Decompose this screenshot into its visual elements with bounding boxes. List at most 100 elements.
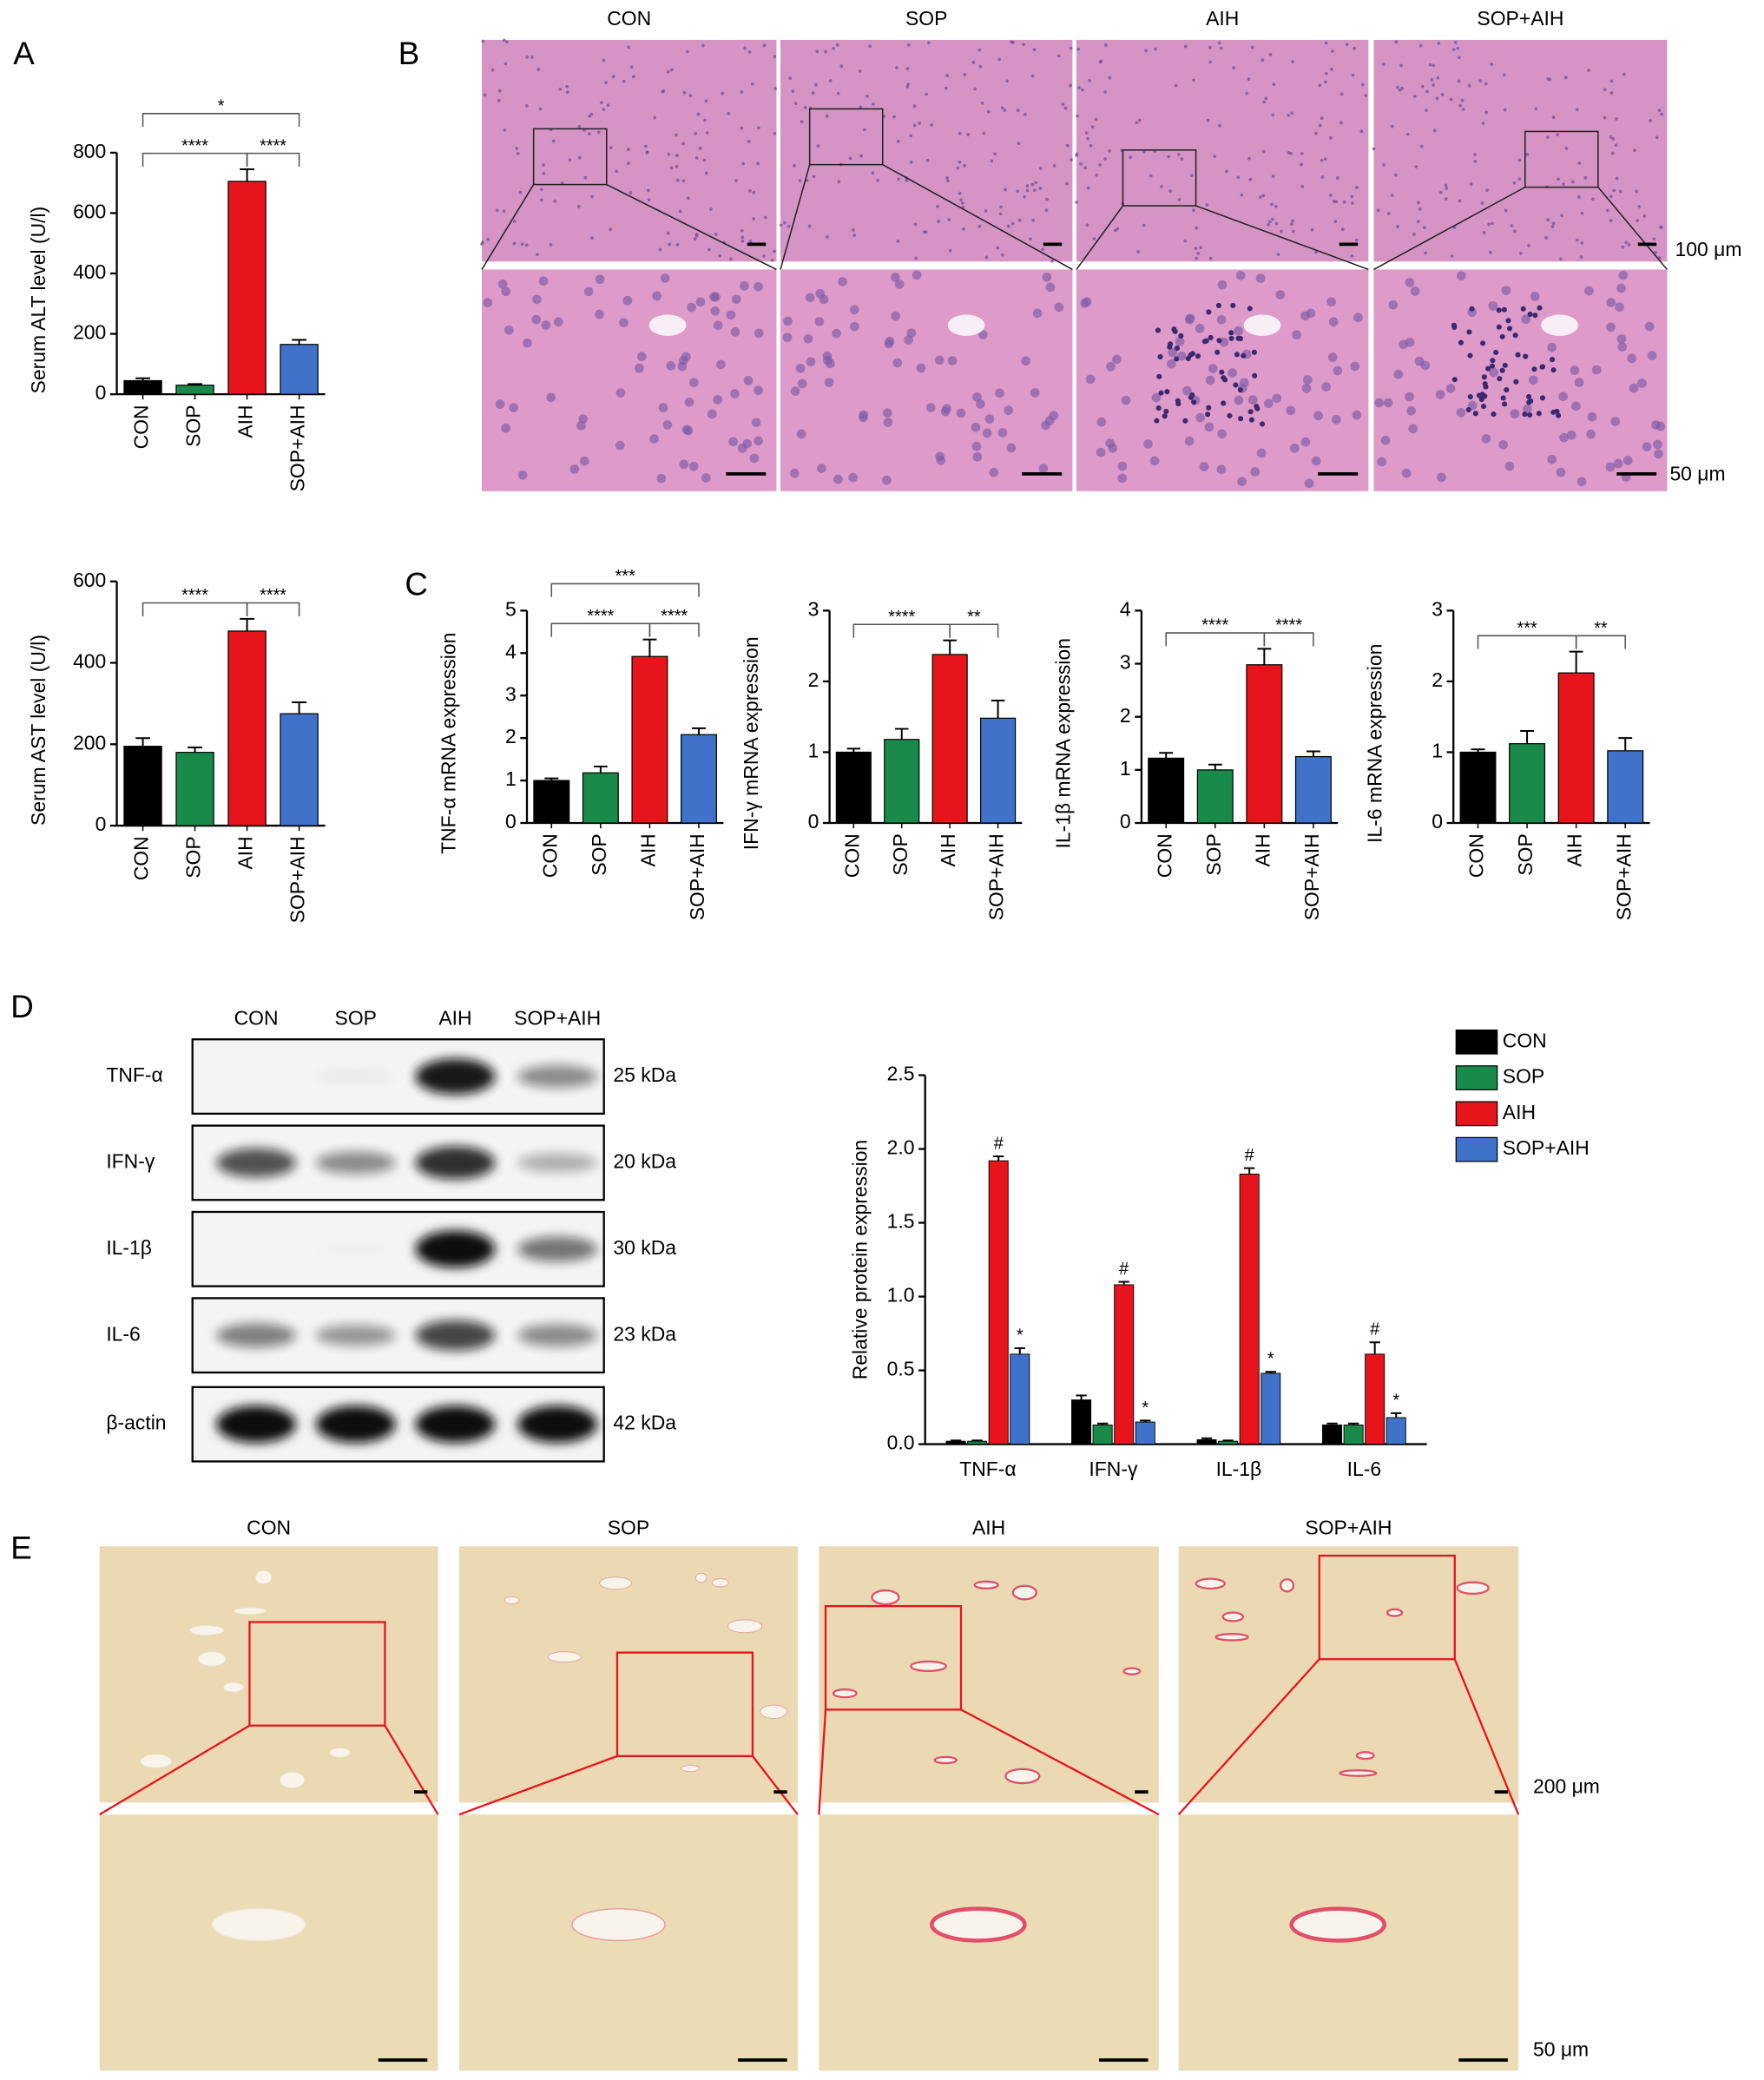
nucleus — [1310, 227, 1314, 232]
nucleus — [958, 191, 962, 195]
infiltrate — [1467, 352, 1473, 359]
nucleus — [1276, 253, 1280, 256]
nucleus — [609, 227, 613, 232]
nucleus — [731, 294, 741, 305]
significance-label: **** — [260, 586, 286, 605]
nucleus — [896, 239, 900, 243]
nucleus — [1633, 148, 1636, 153]
nucleus — [1031, 218, 1035, 222]
nucleus — [1032, 48, 1037, 52]
nucleus — [1208, 364, 1218, 373]
nucleus — [913, 222, 918, 227]
nucleus — [1425, 109, 1428, 112]
bar — [1607, 750, 1644, 824]
nucleus — [1080, 298, 1090, 308]
x-tick-label: CON — [840, 833, 863, 878]
nucleus — [858, 69, 862, 73]
nucleus — [660, 273, 670, 283]
nucleus — [1032, 188, 1037, 192]
nucleus — [718, 253, 721, 258]
nucleus — [1023, 194, 1026, 199]
nucleus — [892, 358, 903, 368]
nucleus — [982, 131, 986, 135]
nucleus — [912, 270, 922, 280]
nucleus — [1405, 338, 1415, 347]
bar — [175, 385, 214, 395]
nucleus — [538, 276, 549, 286]
nucleus — [704, 99, 708, 103]
nucleus — [1649, 119, 1652, 122]
infiltrate — [1482, 381, 1488, 387]
nucleus — [925, 92, 928, 96]
infiltrate — [1230, 302, 1236, 308]
zoom-box — [1524, 130, 1599, 188]
nucleus — [882, 408, 892, 418]
y-axis-label: Serum AST level (U/l) — [27, 635, 49, 826]
nucleus — [1136, 250, 1140, 253]
zoom-line — [1453, 1658, 1520, 1815]
nucleus — [656, 473, 667, 484]
nucleus — [1195, 412, 1206, 423]
nucleus — [1331, 415, 1341, 425]
nucleus — [1616, 283, 1626, 293]
vessel — [973, 1580, 999, 1590]
nucleus — [1182, 385, 1192, 396]
nucleus — [1016, 109, 1020, 112]
y-tick-label: 0 — [1432, 810, 1443, 833]
nucleus — [501, 286, 511, 297]
significance-bracket — [142, 113, 300, 128]
nucleus — [1232, 66, 1236, 69]
nucleus — [1401, 468, 1412, 478]
nucleus — [806, 357, 816, 367]
nucleus — [542, 171, 546, 175]
nucleus — [1300, 184, 1305, 188]
vessel — [1122, 1667, 1142, 1675]
nucleus — [811, 91, 815, 95]
nucleus — [1174, 83, 1178, 88]
infiltrate — [1451, 324, 1458, 331]
y-tick-label: 1 — [808, 740, 819, 762]
nucleus — [643, 144, 648, 148]
band — [415, 1230, 496, 1268]
nucleus — [773, 55, 777, 58]
y-tick-label: 800 — [73, 140, 106, 162]
infiltrate — [1451, 377, 1458, 383]
x-tick-label: IL-6 — [1347, 1458, 1382, 1480]
nucleus — [1556, 467, 1566, 477]
nucleus — [1435, 390, 1445, 399]
nucleus — [1168, 189, 1172, 193]
nucleus — [687, 302, 696, 313]
nucleus — [1195, 226, 1199, 230]
x-tick-label: AIH — [234, 405, 257, 438]
micrograph — [1373, 269, 1668, 491]
band — [415, 1058, 496, 1095]
nucleus — [1194, 247, 1198, 250]
nucleus — [1609, 194, 1613, 199]
nucleus — [1530, 292, 1540, 301]
nucleus — [516, 152, 520, 155]
infiltrate — [1480, 340, 1486, 346]
nucleus — [1489, 367, 1498, 378]
nucleus — [1396, 225, 1399, 228]
nucleus — [579, 456, 589, 466]
nucleus — [876, 178, 880, 182]
nucleus — [1584, 286, 1594, 296]
nucleus — [675, 154, 679, 157]
nucleus — [667, 152, 671, 156]
nucleus — [524, 104, 529, 108]
nucleus — [823, 355, 833, 365]
nucleus — [1457, 79, 1461, 83]
nucleus — [1517, 158, 1522, 162]
nucleus — [945, 175, 949, 180]
nucleus — [1038, 464, 1049, 473]
zoom-line — [1076, 205, 1124, 270]
zoom-box — [808, 108, 884, 166]
nucleus — [1176, 351, 1187, 361]
nucleus — [1144, 49, 1148, 53]
nucleus — [1275, 290, 1286, 299]
infiltrate — [1496, 307, 1502, 313]
nucleus — [1551, 221, 1556, 226]
nucleus — [490, 68, 495, 72]
nucleus — [662, 420, 673, 430]
nucleus — [1603, 115, 1607, 120]
